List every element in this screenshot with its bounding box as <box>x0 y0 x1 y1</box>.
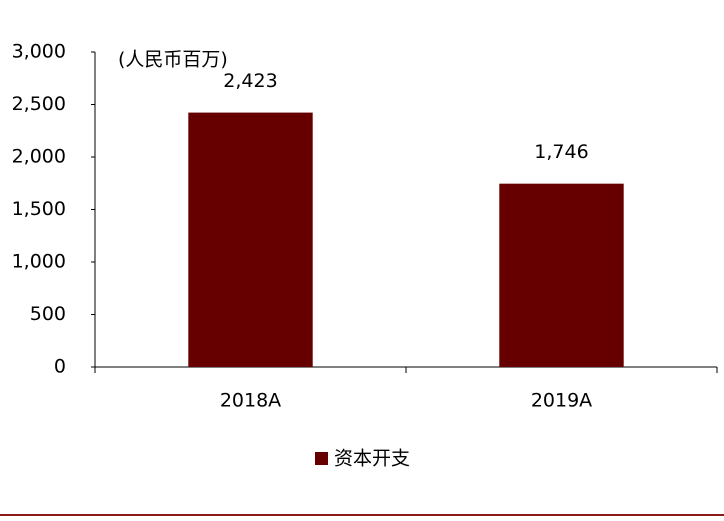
y-tick-label: 1,000 <box>12 251 66 273</box>
legend-swatch <box>315 452 328 465</box>
y-tick-label: 500 <box>30 303 66 325</box>
y-tick-label: 2,000 <box>12 146 66 168</box>
y-tick-label: 1,500 <box>12 198 66 220</box>
legend-label: 资本开支 <box>334 448 410 470</box>
bar <box>188 112 313 368</box>
data-label: 2,423 <box>223 70 277 92</box>
bar <box>499 183 624 367</box>
y-tick-label: 3,000 <box>12 41 66 63</box>
x-tick-label: 2019A <box>531 390 592 412</box>
y-tick-label: 2,500 <box>12 93 66 115</box>
unit-annotation: (人民币百万) <box>118 49 228 71</box>
data-label: 1,746 <box>534 141 588 163</box>
y-tick-label: 0 <box>54 356 66 378</box>
x-tick-label: 2018A <box>220 390 281 412</box>
